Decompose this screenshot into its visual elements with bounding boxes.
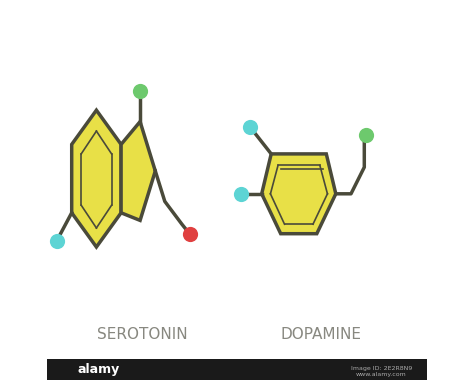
Polygon shape bbox=[121, 122, 155, 220]
Polygon shape bbox=[262, 154, 336, 234]
Polygon shape bbox=[72, 110, 121, 247]
Point bbox=[246, 124, 254, 130]
Text: DOPAMINE: DOPAMINE bbox=[280, 327, 361, 342]
Point bbox=[186, 231, 193, 237]
Point bbox=[237, 191, 245, 197]
Point bbox=[137, 88, 144, 94]
Text: SEROTONIN: SEROTONIN bbox=[97, 327, 187, 342]
Text: Image ID: 2E2R8N9
www.alamy.com: Image ID: 2E2R8N9 www.alamy.com bbox=[351, 366, 412, 377]
Point bbox=[53, 238, 60, 244]
Text: alamy: alamy bbox=[77, 363, 119, 376]
Bar bbox=[47, 359, 427, 380]
Point bbox=[363, 132, 370, 138]
